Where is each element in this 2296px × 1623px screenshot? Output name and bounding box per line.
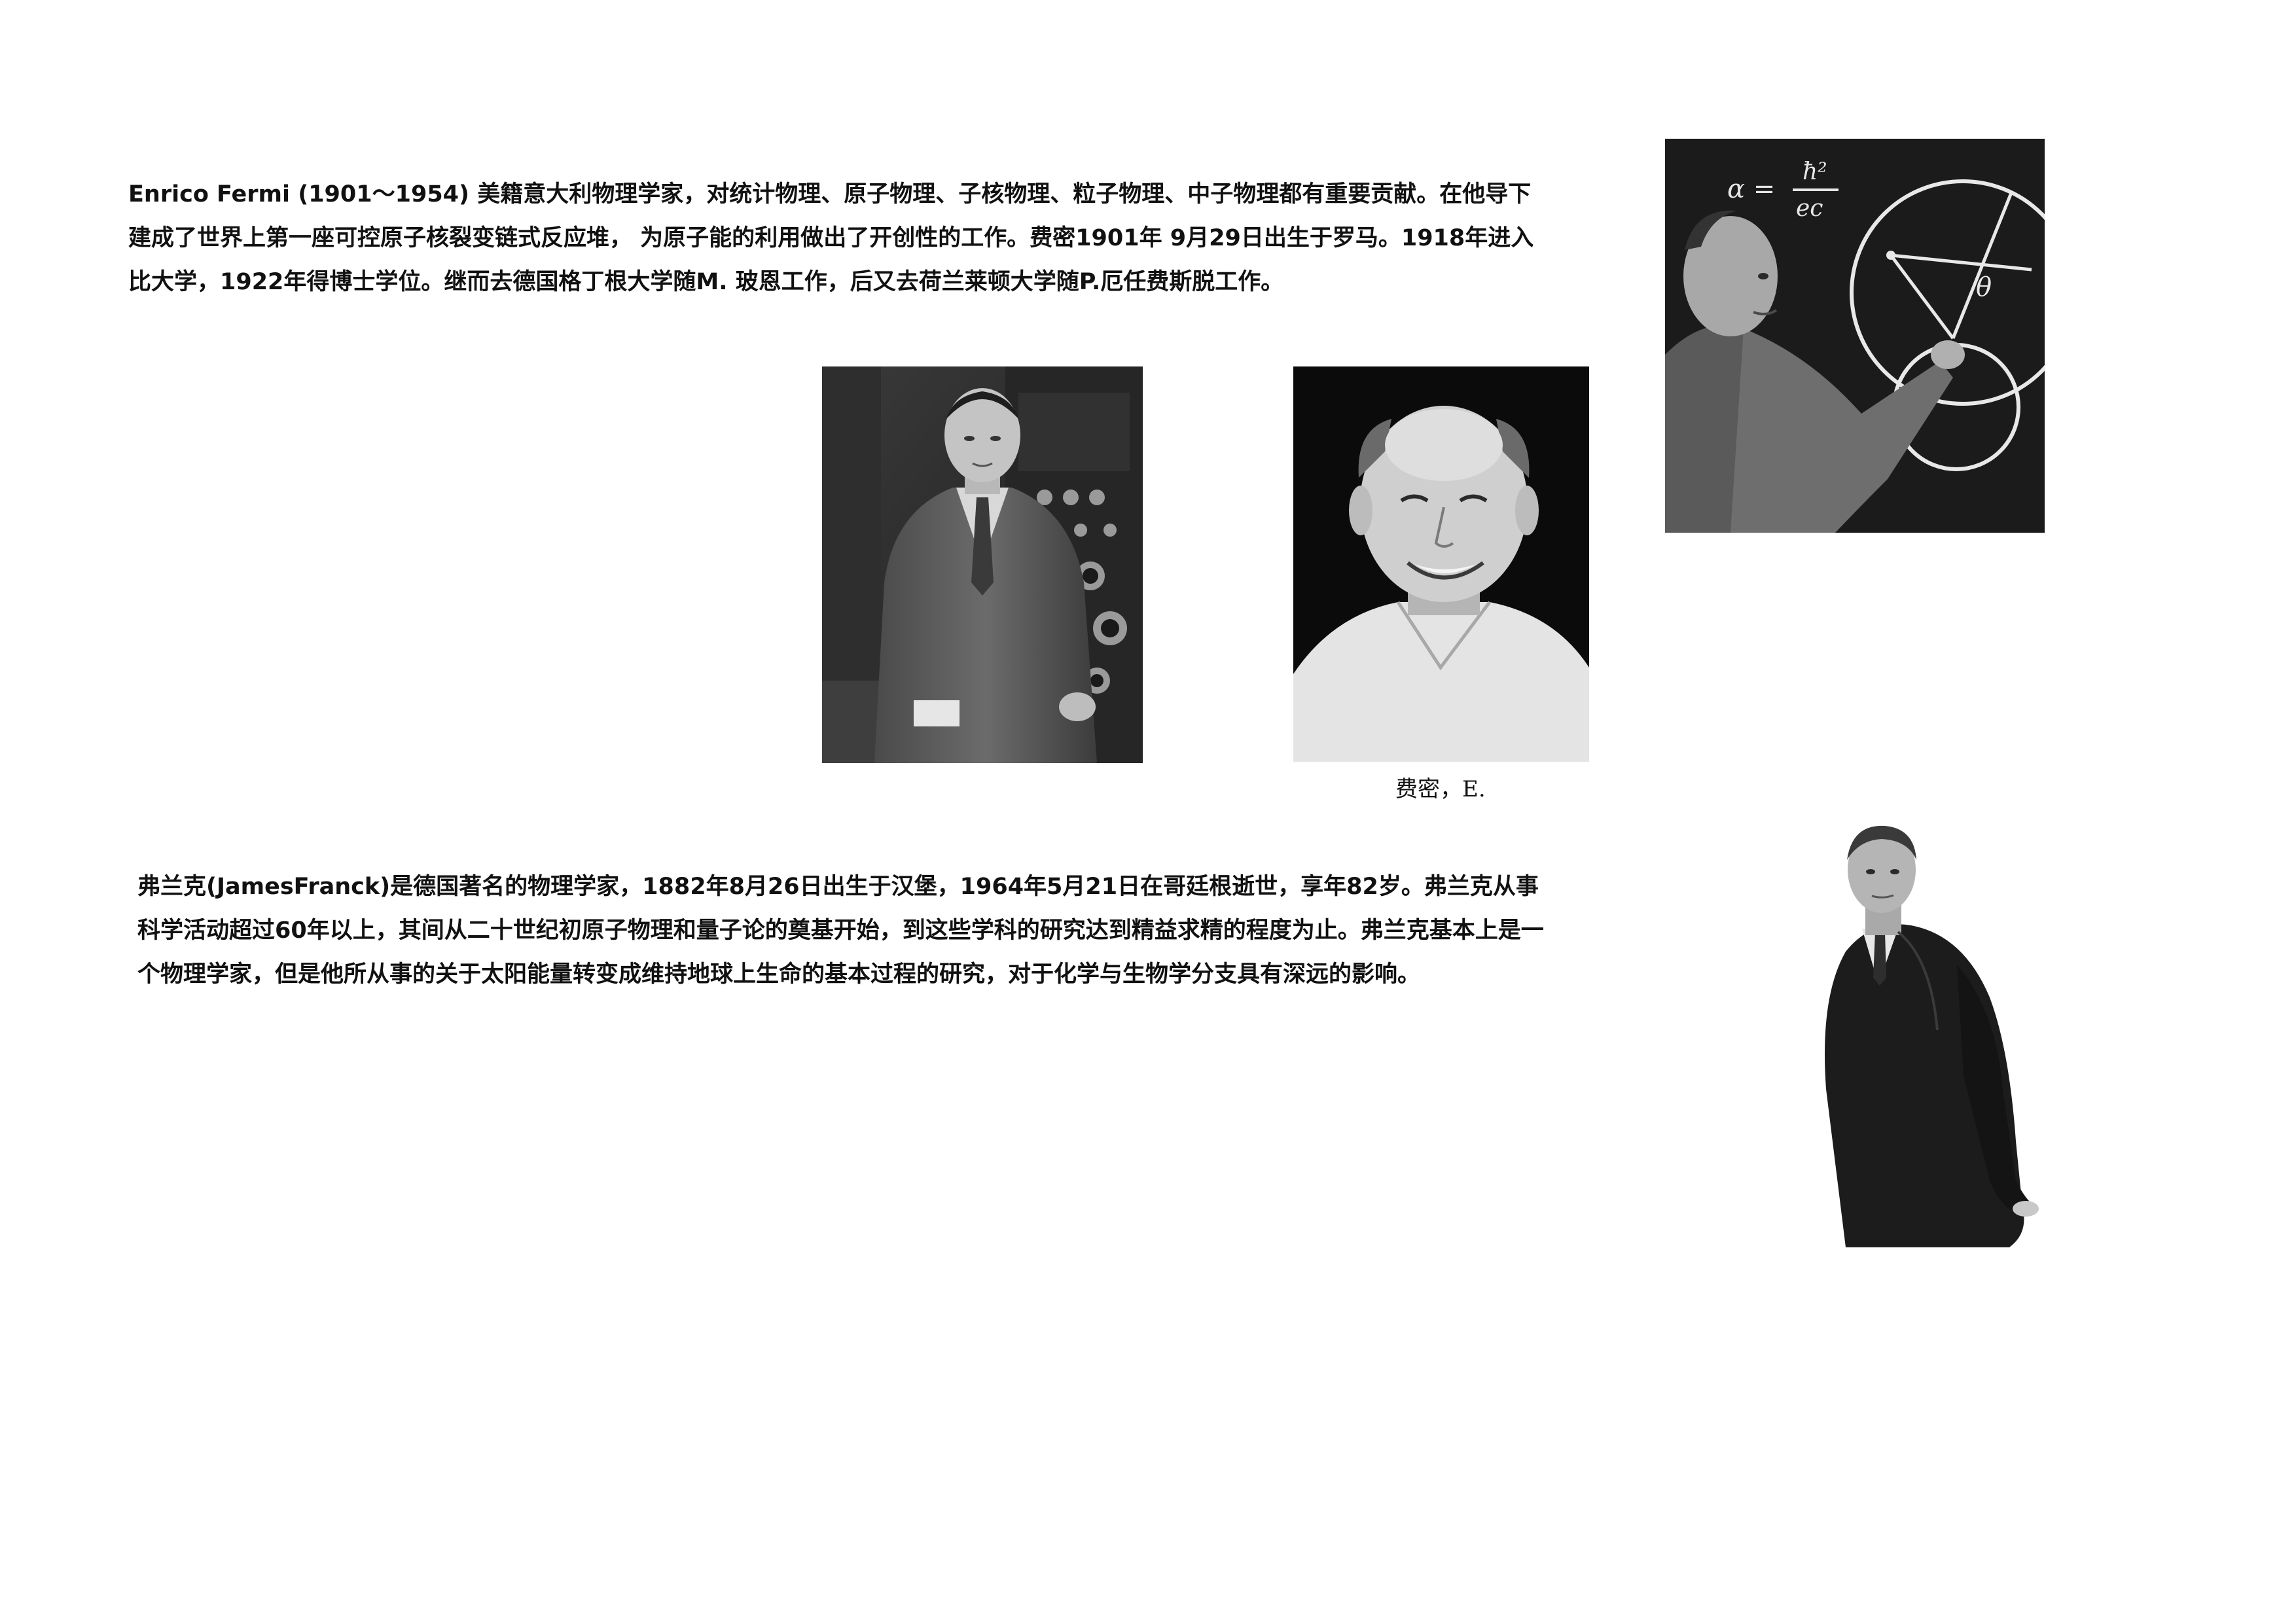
fermi-chalkboard-photo: α = ħ² ec θ xyxy=(1665,139,2045,533)
franck-biography-paragraph: 弗兰克(JamesFranck)是德国著名的物理学家，1882年8月26日出生于… xyxy=(137,874,1544,988)
portrait-caption: 费密，E. xyxy=(1395,776,1486,802)
fermi-biography-paragraph: Enrico Fermi (1901～1954) 美籍意大利物理学家，对统计物理… xyxy=(128,181,1534,295)
chalk-angle-label: θ xyxy=(1976,272,1992,302)
fermi-lab-photo xyxy=(822,366,1143,763)
fermi-portrait-photo xyxy=(1293,366,1589,762)
chalk-formula-numerator: ħ² xyxy=(1803,158,1827,185)
man-in-suit-photo xyxy=(1800,814,2045,1247)
chalk-formula-denominator: ec xyxy=(1796,195,1823,222)
chalk-formula-lhs: α = xyxy=(1727,174,1775,204)
